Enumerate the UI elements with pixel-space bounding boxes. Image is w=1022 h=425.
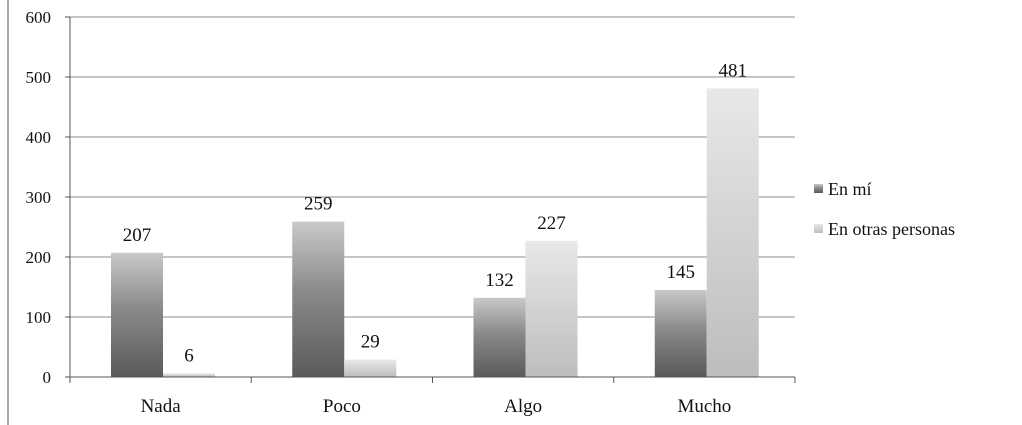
y-tick-label: 600 (26, 8, 52, 27)
bar (706, 88, 759, 378)
legend-swatch (814, 184, 823, 193)
legend: En mí En otras personas (814, 179, 955, 239)
bar (525, 240, 578, 377)
data-label: 207 (123, 225, 152, 246)
y-tick-label: 200 (26, 248, 52, 267)
data-label: 145 (667, 262, 696, 283)
y-tick-label: 400 (26, 128, 52, 147)
y-axis-ticks: 0 100 200 300 400 500 600 (26, 8, 71, 387)
data-label: 6 (184, 345, 194, 366)
x-tick-label: Poco (323, 396, 361, 417)
x-tick-label: Algo (504, 396, 542, 417)
x-axis: Nada Poco Algo Mucho (69, 376, 796, 417)
gridlines (70, 16, 795, 318)
bar (292, 221, 345, 377)
data-label: 227 (537, 213, 566, 234)
legend-label: En mí (828, 179, 872, 199)
bar (111, 252, 163, 377)
data-label: 132 (485, 270, 514, 291)
bar (163, 373, 215, 377)
x-tick-label: Nada (141, 396, 182, 417)
bars (111, 88, 759, 378)
data-label: 481 (719, 60, 748, 81)
legend-label: En otras personas (828, 219, 955, 239)
bar (344, 359, 397, 377)
data-label: 29 (361, 332, 380, 353)
y-tick-label: 500 (26, 68, 52, 87)
bar (654, 290, 707, 377)
data-labels: 207 6 259 29 132 227 145 481 (123, 60, 747, 366)
legend-swatch (814, 224, 823, 233)
y-tick-label: 300 (26, 188, 52, 207)
y-tick-label: 100 (26, 308, 52, 327)
data-label: 259 (304, 194, 333, 215)
bar (473, 297, 526, 377)
y-tick-label: 0 (43, 368, 52, 387)
x-tick-label: Mucho (677, 396, 731, 417)
